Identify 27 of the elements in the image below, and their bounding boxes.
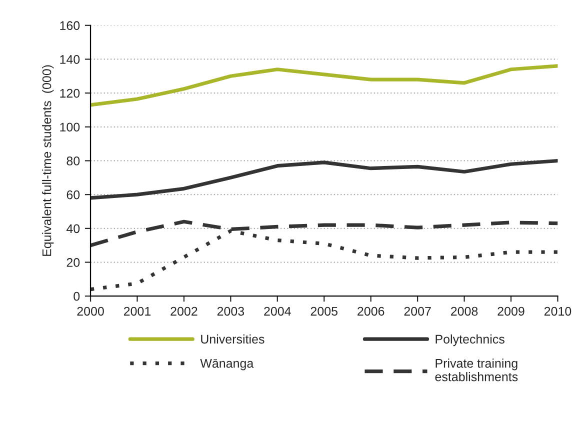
y-tick-label: 0	[74, 292, 80, 301]
x-tick-label: 2002	[170, 306, 198, 316]
legend-label: Polytechnics	[436, 334, 504, 346]
line-series	[90, 158, 558, 200]
y-tick-label: 120	[60, 88, 80, 98]
x-tick-label: 2003	[217, 306, 244, 316]
x-tick-label: 2007	[404, 306, 431, 316]
y-tick-label: 80	[66, 156, 80, 166]
x-tick-label: 2000	[77, 306, 104, 316]
legend-label: Universities	[201, 334, 264, 344]
y-tick-label: 140	[60, 55, 80, 64]
x-tick-label: 2001	[124, 306, 151, 316]
x-tick-label: 2004	[264, 306, 291, 316]
y-tick-label: 40	[66, 224, 80, 234]
x-tick-label: 2008	[451, 306, 478, 316]
x-tick-label: 2005	[310, 306, 338, 316]
x-tick-label: 2009	[498, 306, 524, 316]
y-axis-title: Equivalent full-time students (000)	[42, 65, 54, 256]
x-tick-label: 2006	[358, 306, 384, 316]
legend-label: Wānanga	[200, 359, 254, 370]
y-tick-label: 60	[66, 190, 80, 200]
y-tick-label: 160	[60, 21, 80, 30]
x-tick-label: 2010	[544, 306, 572, 316]
y-tick-label: 100	[60, 122, 80, 132]
legend-label: Private training establishments	[435, 358, 518, 382]
y-tick-label: 20	[66, 258, 80, 267]
line-series	[90, 64, 558, 107]
